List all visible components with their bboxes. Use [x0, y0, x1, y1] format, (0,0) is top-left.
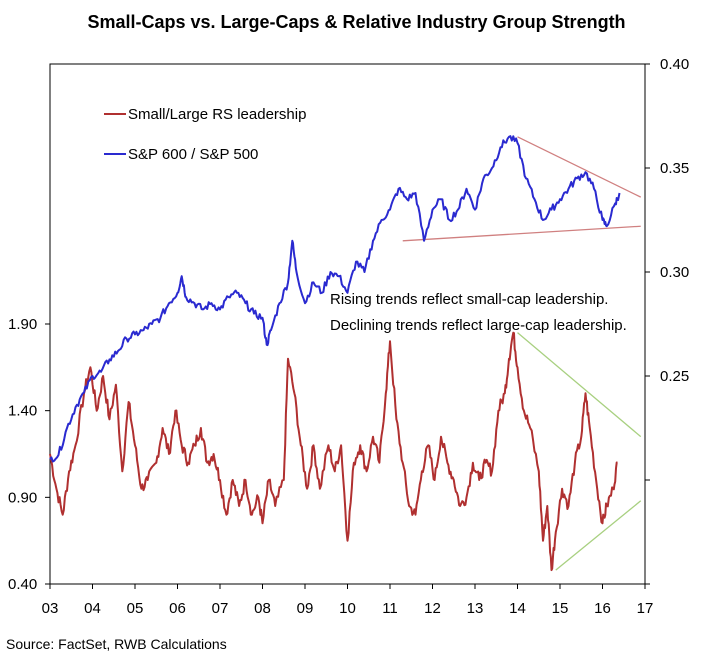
left-tick-label: 1.90	[8, 316, 37, 333]
x-tick-label: 11	[382, 600, 398, 617]
trendline-1	[517, 136, 642, 198]
right-tick-label: 0.30	[660, 264, 689, 281]
x-tick-label: 08	[254, 600, 271, 617]
left-tick-label: 0.90	[8, 489, 37, 506]
series-sp600-sp500-line	[49, 135, 621, 463]
right-tick-label: 0.25	[660, 368, 689, 385]
x-tick-label: 15	[552, 600, 569, 617]
x-tick-label: 16	[594, 600, 611, 617]
trendline-4	[555, 500, 642, 571]
left-axis: 0.40 0.90 1.40 1.90	[8, 316, 50, 593]
x-tick-label: 10	[339, 600, 356, 617]
series	[49, 135, 621, 572]
left-tick-label: 0.40	[8, 576, 37, 593]
x-tick-label: 06	[169, 600, 186, 617]
x-tick-label: 07	[212, 600, 229, 617]
trendline-2	[402, 225, 641, 242]
legend: Small/Large RS leadership S&P 600 / S&P 5…	[104, 106, 306, 163]
chart-title: Small-Caps vs. Large-Caps & Relative Ind…	[87, 12, 626, 32]
trendlines	[402, 136, 642, 571]
x-tick-label: 03	[42, 600, 59, 617]
x-axis: 03 04 05 06 07 08 09 10 11 12 13 14 15 16 17	[42, 584, 654, 617]
right-tick-label: 0.40	[660, 56, 689, 73]
right-axis: 0.25 0.30 0.35 0.40	[645, 56, 689, 585]
x-tick-label: 13	[467, 600, 484, 617]
x-tick-label: 14	[509, 600, 526, 617]
x-tick-label: 04	[84, 600, 101, 617]
annotation-line-1: Rising trends reflect small-cap leadersh…	[330, 291, 608, 308]
source-note: Source: FactSet, RWB Calculations	[6, 636, 227, 652]
legend-ratio-label: S&P 600 / S&P 500	[128, 146, 258, 163]
x-tick-label: 17	[637, 600, 654, 617]
x-tick-label: 09	[297, 600, 314, 617]
right-tick-label: 0.35	[660, 160, 689, 177]
series-rs-leadership-line	[49, 331, 618, 572]
x-tick-label: 05	[127, 600, 144, 617]
legend-rs-label: Small/Large RS leadership	[128, 106, 306, 123]
x-tick-label: 12	[424, 600, 441, 617]
annotation-line-2: Declining trends reflect large-cap leade…	[330, 317, 627, 334]
left-tick-label: 1.40	[8, 403, 37, 420]
trendline-3	[517, 332, 642, 438]
